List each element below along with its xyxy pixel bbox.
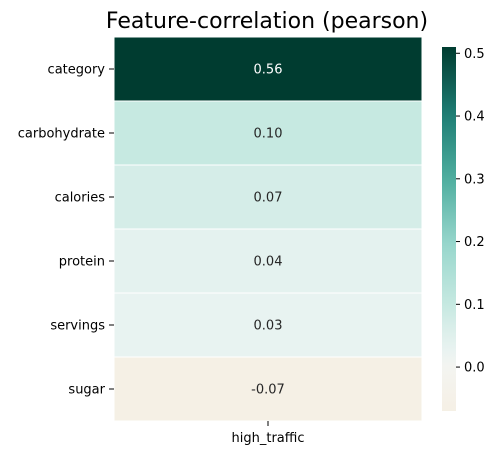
heatmap-cell-sugar — [113, 356, 423, 422]
colorbar-tick-label-3: 0.3 — [464, 172, 485, 187]
heatmap-cells: 0.56 0.10 0.07 0.04 0.03 -0.07 — [113, 36, 423, 422]
cell-value-category: 0.56 — [254, 63, 283, 78]
heatmap-cell-carbohydrate — [113, 100, 423, 166]
y-tick-label-category: category — [48, 63, 106, 78]
chart-title: Feature-correlation (pearson) — [106, 9, 428, 34]
colorbar-tick-label-4: 0.4 — [464, 110, 485, 125]
y-tick-label-carbohydrate: carbohydrate — [18, 127, 105, 142]
cell-value-protein: 0.04 — [254, 255, 283, 270]
heatmap-cell-calories — [113, 164, 423, 230]
colorbar: 0.0 0.1 0.2 0.3 0.4 0.5 — [442, 47, 485, 411]
y-tick-label-servings: servings — [50, 319, 105, 334]
y-tick-label-calories: calories — [55, 191, 106, 206]
y-axis: category carbohydrate calories protein servi… — [18, 63, 114, 398]
cell-value-calories: 0.07 — [254, 191, 283, 206]
colorbar-tick-label-1: 0.1 — [464, 298, 485, 313]
y-tick-label-protein: protein — [59, 255, 105, 270]
heatmap-cell-protein — [113, 228, 423, 294]
colorbar-gradient — [442, 47, 456, 411]
cell-value-carbohydrate: 0.10 — [254, 127, 283, 142]
heatmap-cell-category — [113, 36, 423, 102]
x-axis: high_traffic — [232, 421, 305, 446]
x-tick-label-high_traffic: high_traffic — [232, 431, 305, 446]
cell-value-sugar: -0.07 — [251, 383, 285, 398]
y-tick-label-sugar: sugar — [68, 383, 105, 398]
heatmap-cell-servings — [113, 292, 423, 358]
colorbar-tick-label-5: 0.5 — [464, 47, 485, 62]
cell-value-servings: 0.03 — [254, 319, 283, 334]
colorbar-tick-label-2: 0.2 — [464, 235, 485, 250]
colorbar-tick-label-0: 0.0 — [464, 361, 485, 376]
